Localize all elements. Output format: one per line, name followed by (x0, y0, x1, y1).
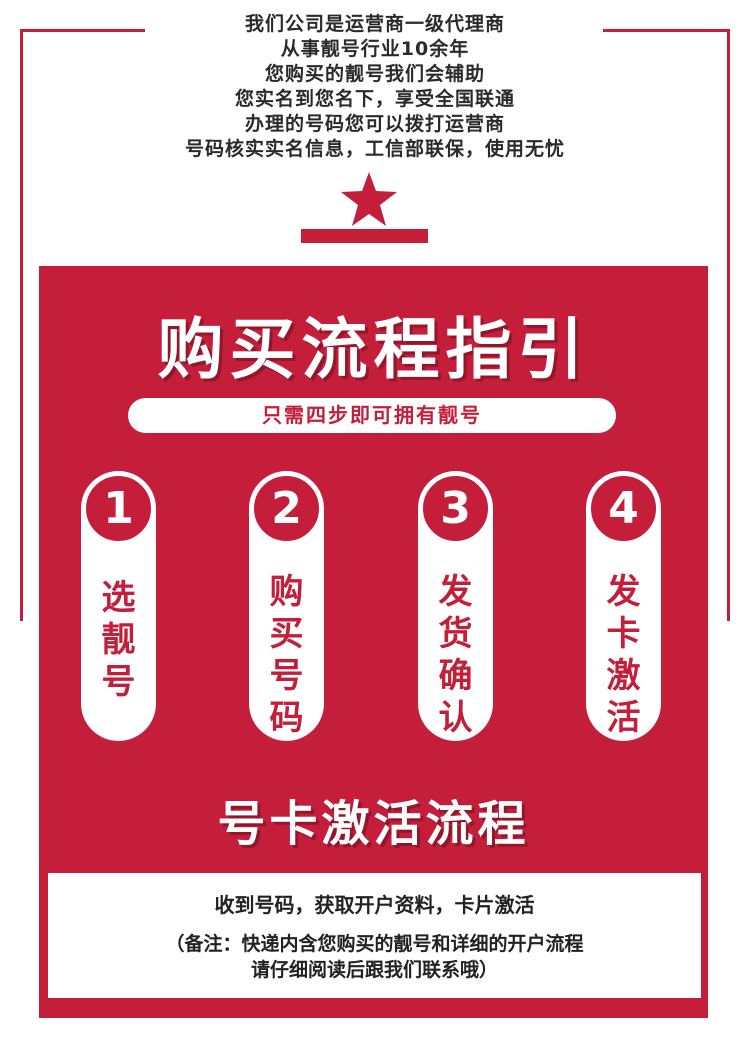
purchase-guide-panel: 购买流程指引 只需四步即可拥有靓号 1 选 靓 号 2 购 买 号 码 3 发 … (39, 266, 708, 1018)
step-label-char: 货 (438, 614, 473, 654)
step-label: 发 卡 激 活 (588, 571, 659, 739)
step-number: 2 (271, 483, 302, 534)
step-label-char: 卡 (606, 614, 641, 654)
step-card-2: 2 购 买 号 码 (251, 473, 322, 739)
step-label-char: 发 (438, 572, 473, 612)
intro-line: 从事靓号行业10余年 (280, 38, 470, 60)
star-underline (301, 229, 428, 243)
intro-line: 您实名到您名下，享受全国联通 (234, 88, 515, 110)
guide-title: 购买流程指引 (157, 311, 590, 388)
intro-text: 我们公司是运营商一级代理商 从事靓号行业10余年 您购买的靓号我们会辅助 您实名… (0, 12, 750, 162)
frame-line-left (20, 29, 23, 621)
step-label-char: 买 (269, 614, 304, 654)
step-number: 4 (608, 483, 639, 534)
step-label: 选 靓 号 (83, 577, 154, 703)
activation-title: 号卡激活流程 (217, 796, 530, 852)
step-label-char: 购 (269, 572, 304, 612)
step-number-circle (588, 473, 659, 545)
step-number-circle (83, 473, 154, 545)
step-card-1: 1 选 靓 号 (83, 473, 154, 739)
step-number-circle (251, 473, 322, 545)
step-label-char: 号 (101, 662, 136, 702)
frame-line-right (727, 29, 730, 621)
activation-line-1: 收到号码，获取开户资料，卡片激活 (214, 893, 535, 917)
step-label: 购 买 号 码 (251, 571, 322, 739)
step-number: 3 (440, 483, 471, 534)
step-label-char: 活 (606, 698, 641, 738)
step-number-circle (420, 473, 491, 545)
step-label-char: 认 (438, 698, 473, 738)
intro-line: 我们公司是运营商一级代理商 (244, 13, 505, 35)
intro-line: 号码核实实名信息，工信部联保，使用无忧 (184, 138, 565, 160)
step-label-char: 选 (101, 578, 136, 618)
step-label-char: 激 (606, 656, 641, 696)
activation-line-3: 请仔细阅读后跟我们联系哦） (250, 959, 498, 981)
step-label-char: 号 (269, 656, 304, 696)
step-label-char: 确 (438, 656, 473, 696)
frame-line-top-right (603, 29, 730, 32)
step-label-char: 发 (606, 572, 641, 612)
intro-line: 您购买的靓号我们会辅助 (264, 63, 485, 85)
frame-line-top-left (20, 29, 145, 32)
activation-line-2: （备注：快递内含您购买的靓号和详细的开户流程 (165, 933, 584, 955)
guide-subtitle-pill: 只需四步即可拥有靓号 (128, 398, 616, 433)
star-icon (341, 172, 397, 226)
activation-note-box: 收到号码，获取开户资料，卡片激活 （备注：快递内含您购买的靓号和详细的开户流程 … (48, 873, 701, 998)
step-label: 发 货 确 认 (420, 571, 491, 739)
step-label-char: 码 (269, 698, 304, 738)
step-card-3: 3 发 货 确 认 (420, 473, 491, 739)
intro-line: 办理的号码您可以拨打运营商 (244, 113, 505, 135)
step-number: 1 (103, 483, 134, 534)
step-card-4: 4 发 卡 激 活 (588, 473, 659, 739)
step-label-char: 靓 (101, 620, 136, 660)
